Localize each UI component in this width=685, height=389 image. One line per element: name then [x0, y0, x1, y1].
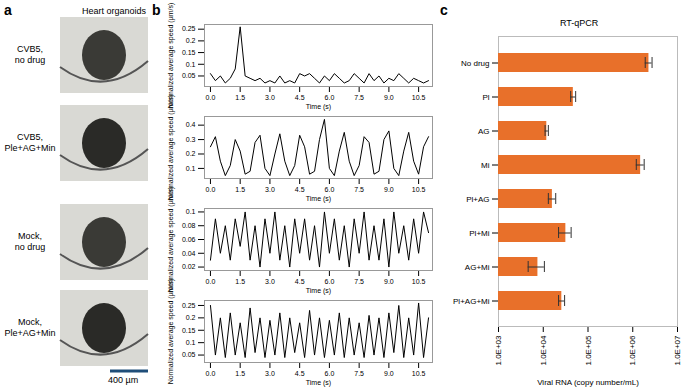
svg-text:9.0: 9.0 — [384, 278, 394, 285]
svg-text:0.0: 0.0 — [206, 278, 216, 285]
svg-text:7.5: 7.5 — [354, 186, 364, 193]
svg-text:Pl: Pl — [482, 93, 489, 102]
svg-text:1.5: 1.5 — [235, 186, 245, 193]
svg-text:0.2: 0.2 — [186, 314, 196, 321]
svg-text:1.0E+06: 1.0E+06 — [628, 335, 637, 366]
svg-text:Time (s): Time (s) — [306, 195, 331, 203]
svg-text:1.5: 1.5 — [235, 278, 245, 285]
svg-text:4.5: 4.5 — [295, 186, 305, 193]
html-text:Mock,: Mock, — [18, 317, 42, 327]
svg-text:Normalized average speed (µm/s: Normalized average speed (µm/s) — [167, 279, 175, 385]
svg-text:0.1: 0.1 — [186, 339, 196, 346]
svg-text:AG: AG — [478, 127, 490, 136]
html-text:CVB5,: CVB5, — [17, 44, 43, 54]
svg-text:0.02: 0.02 — [182, 263, 196, 270]
svg-text:9.0: 9.0 — [384, 370, 394, 377]
svg-text:10.5: 10.5 — [412, 186, 426, 193]
svg-text:Pl+AG: Pl+AG — [466, 195, 489, 204]
svg-text:Viral RNA (copy number/mL): Viral RNA (copy number/mL) — [537, 378, 639, 387]
svg-text:1.5: 1.5 — [235, 370, 245, 377]
svg-text:10.5: 10.5 — [412, 370, 426, 377]
html-text:b: b — [152, 2, 161, 18]
svg-text:Normalized average speed (µm/s: Normalized average speed (µm/s) — [167, 3, 175, 109]
svg-text:7.5: 7.5 — [354, 94, 364, 101]
svg-text:Normalized average speed (µm/s: Normalized average speed (µm/s) — [167, 95, 175, 201]
svg-text:6.0: 6.0 — [325, 94, 335, 101]
svg-text:0.1: 0.1 — [186, 61, 196, 68]
svg-text:Mi: Mi — [481, 161, 490, 170]
html-text:CVB5,: CVB5, — [17, 132, 43, 142]
svg-text:0.1: 0.1 — [186, 165, 196, 172]
svg-text:0.0: 0.0 — [206, 94, 216, 101]
svg-text:4.5: 4.5 — [295, 278, 305, 285]
svg-text:0.4: 0.4 — [186, 121, 196, 128]
svg-text:Time (s): Time (s) — [306, 287, 331, 295]
svg-text:0.15: 0.15 — [182, 49, 196, 56]
html-text:Ple+AG+Min: Ple+AG+Min — [4, 328, 56, 338]
html-text:no drug: no drug — [14, 55, 46, 65]
svg-text:0.25: 0.25 — [182, 302, 196, 309]
svg-text:0.0: 0.0 — [206, 186, 216, 193]
html-text:400 µm: 400 µm — [108, 375, 139, 385]
svg-text:1.5: 1.5 — [235, 94, 245, 101]
svg-text:0.08: 0.08 — [182, 222, 196, 229]
svg-text:3.0: 3.0 — [265, 370, 275, 377]
html-text:Mock,: Mock, — [18, 231, 42, 241]
svg-text:0.05: 0.05 — [182, 72, 196, 79]
html-text:a: a — [4, 2, 12, 18]
svg-text:0.15: 0.15 — [182, 327, 196, 334]
svg-text:0.25: 0.25 — [182, 25, 196, 32]
svg-text:0.05: 0.05 — [182, 351, 196, 358]
svg-text:9.0: 9.0 — [384, 94, 394, 101]
html-text:c: c — [440, 2, 448, 18]
html-text:Heart organoids: Heart organoids — [82, 6, 146, 16]
svg-text:0.04: 0.04 — [182, 250, 196, 257]
svg-text:0.06: 0.06 — [182, 236, 196, 243]
svg-text:0.0: 0.0 — [206, 370, 216, 377]
svg-text:Pl+AG+Mi: Pl+AG+Mi — [453, 297, 490, 306]
svg-text:No drug: No drug — [461, 59, 489, 68]
svg-text:0.1: 0.1 — [186, 208, 196, 215]
svg-text:AG+Mi: AG+Mi — [465, 263, 490, 272]
svg-text:7.5: 7.5 — [354, 278, 364, 285]
svg-text:1.0E+07: 1.0E+07 — [673, 335, 682, 366]
svg-text:6.0: 6.0 — [325, 278, 335, 285]
svg-text:9.0: 9.0 — [384, 186, 394, 193]
svg-text:6.0: 6.0 — [325, 370, 335, 377]
svg-text:1.0E+03: 1.0E+03 — [494, 335, 503, 366]
svg-text:0.2: 0.2 — [186, 150, 196, 157]
html-text:RT-qPCR: RT-qPCR — [560, 18, 599, 28]
svg-text:0.3: 0.3 — [186, 136, 196, 143]
svg-text:Pl+Mi: Pl+Mi — [469, 229, 489, 238]
svg-text:1.0E+04: 1.0E+04 — [539, 335, 548, 366]
svg-text:10.5: 10.5 — [412, 94, 426, 101]
svg-text:Normalized average speed (µm/s: Normalized average speed (µm/s) — [167, 187, 175, 293]
svg-text:Time (s): Time (s) — [306, 103, 331, 111]
html-text:Ple+AG+Min: Ple+AG+Min — [4, 143, 56, 153]
svg-text:3.0: 3.0 — [265, 94, 275, 101]
svg-text:7.5: 7.5 — [354, 370, 364, 377]
svg-text:Time (s): Time (s) — [306, 379, 331, 387]
svg-text:3.0: 3.0 — [265, 278, 275, 285]
svg-text:6.0: 6.0 — [325, 186, 335, 193]
svg-text:4.5: 4.5 — [295, 370, 305, 377]
svg-text:0.2: 0.2 — [186, 37, 196, 44]
svg-text:3.0: 3.0 — [265, 186, 275, 193]
svg-text:1.0E+05: 1.0E+05 — [584, 335, 593, 366]
svg-text:10.5: 10.5 — [412, 278, 426, 285]
svg-text:4.5: 4.5 — [295, 94, 305, 101]
html-text:no drug: no drug — [14, 242, 46, 252]
